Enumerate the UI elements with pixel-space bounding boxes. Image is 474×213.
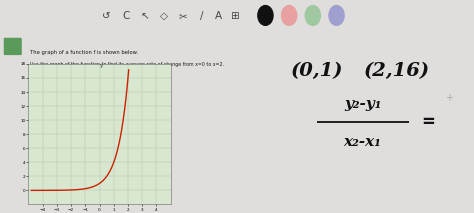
Text: (2,16): (2,16) — [364, 62, 430, 80]
Text: The graph of a function f is shown below.: The graph of a function f is shown below… — [30, 50, 138, 55]
Circle shape — [329, 6, 344, 25]
Text: x₂-x₁: x₂-x₁ — [344, 135, 382, 149]
Text: C: C — [122, 11, 129, 21]
Circle shape — [258, 6, 273, 25]
Text: ↺: ↺ — [102, 11, 111, 21]
Text: A: A — [214, 11, 222, 21]
Text: =: = — [421, 113, 435, 131]
Text: (0,1): (0,1) — [291, 62, 343, 80]
Text: ⊞: ⊞ — [230, 11, 239, 21]
Text: ◇: ◇ — [160, 11, 167, 21]
Text: v: v — [11, 44, 15, 49]
Text: y: y — [100, 63, 102, 68]
Circle shape — [282, 6, 297, 25]
Text: +: + — [445, 93, 453, 103]
Text: Use the graph of the function to find its average rate of change from x=0 to x=2: Use the graph of the function to find it… — [30, 62, 224, 67]
Text: ✂: ✂ — [178, 11, 187, 21]
Text: /: / — [200, 11, 203, 21]
Text: y₂-y₁: y₂-y₁ — [344, 97, 382, 111]
FancyBboxPatch shape — [4, 38, 22, 55]
Text: ↖: ↖ — [140, 11, 149, 21]
Circle shape — [305, 6, 320, 25]
Text: Simplify your answer as much as possible.: Simplify your answer as much as possible… — [30, 74, 131, 79]
